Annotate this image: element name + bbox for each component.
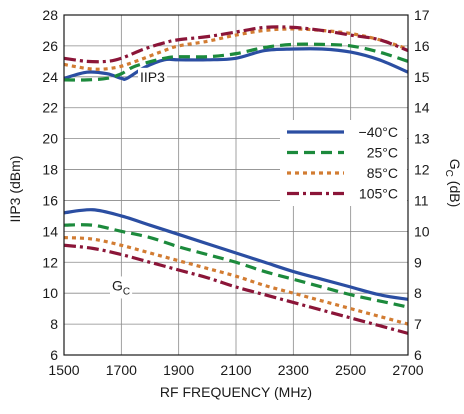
y-axis-label-right-sub: C — [443, 170, 454, 177]
x-tick-label: 2500 — [335, 362, 366, 378]
y-tick-label-right: 6 — [414, 347, 422, 363]
x-tick-label: 2700 — [392, 362, 423, 378]
y-tick-label-right: 8 — [414, 285, 422, 301]
y-tick-label-right: 17 — [414, 7, 430, 23]
annotation-gc: GC — [112, 277, 130, 297]
y-tick-label-left: 24 — [42, 69, 58, 85]
y-tick-label-right: 15 — [414, 69, 430, 85]
series-gc-40c — [63, 208, 409, 301]
series-iip3-85c — [63, 27, 409, 71]
x-tick-label: 2100 — [220, 362, 251, 378]
series-gc-105c — [63, 243, 409, 335]
y-tick-label-right: 12 — [414, 162, 430, 178]
y-tick-label-left: 12 — [42, 254, 58, 270]
annotation-background — [110, 276, 133, 299]
x-tick-label: 1500 — [48, 362, 79, 378]
y-tick-label-left: 18 — [42, 162, 58, 178]
y-axis-label-right-suffix: (dB) — [447, 177, 463, 207]
y-tick-label-right: 16 — [414, 38, 430, 54]
y-tick-label-left: 10 — [42, 285, 58, 301]
x-tick-label: 2300 — [278, 362, 309, 378]
y-tick-label-left: 26 — [42, 38, 58, 54]
x-tick-label: 1700 — [106, 362, 137, 378]
legend-background — [280, 120, 407, 206]
legend-label: 25°C — [367, 145, 398, 161]
y-tick-label-left: 16 — [42, 192, 58, 208]
annotation-iip3: IIP3 — [140, 69, 165, 85]
y-tick-label-right: 14 — [414, 100, 430, 116]
y-tick-label-left: 20 — [42, 131, 58, 147]
y-axis-label-left: IIP3 (dBm) — [7, 156, 23, 223]
y-tick-label-left: 8 — [50, 316, 58, 332]
x-tick-label: 1900 — [163, 362, 194, 378]
y-tick-label-right: 7 — [414, 316, 422, 332]
tick-labels: 1500 1700 1900 2100 2300 2500 2700681012141618… — [42, 7, 429, 378]
series-gc-25c — [63, 223, 409, 309]
y-tick-label-right: 13 — [414, 131, 430, 147]
annotation-gc-sub: C — [123, 286, 130, 297]
y-tick-label-right: 10 — [414, 223, 430, 239]
x-axis-label: RF FREQUENCY (MHz) — [160, 384, 312, 400]
y-tick-label-left: 22 — [42, 100, 58, 116]
annotation-gc-main: G — [112, 277, 123, 293]
y-tick-label-left: 14 — [42, 223, 58, 239]
y-axis-label-right: GC (dB) — [443, 159, 463, 207]
series-gc-85c — [63, 235, 409, 326]
legend-label: −40°C — [359, 124, 398, 140]
y-tick-label-left: 28 — [42, 7, 58, 23]
plot-frame — [63, 14, 409, 356]
legend: −40°C 25°C 85°C 105°C — [280, 120, 407, 206]
y-tick-label-right: 9 — [414, 254, 422, 270]
legend-label: 85°C — [367, 165, 398, 181]
legend-label: 105°C — [359, 186, 398, 202]
annotation-background — [138, 67, 168, 86]
y-tick-label-left: 6 — [50, 347, 58, 363]
y-axis-label-right-main: G — [447, 159, 463, 170]
curves — [63, 25, 409, 335]
y-tick-label-right: 11 — [414, 192, 429, 208]
series-iip3-105c — [63, 25, 409, 64]
